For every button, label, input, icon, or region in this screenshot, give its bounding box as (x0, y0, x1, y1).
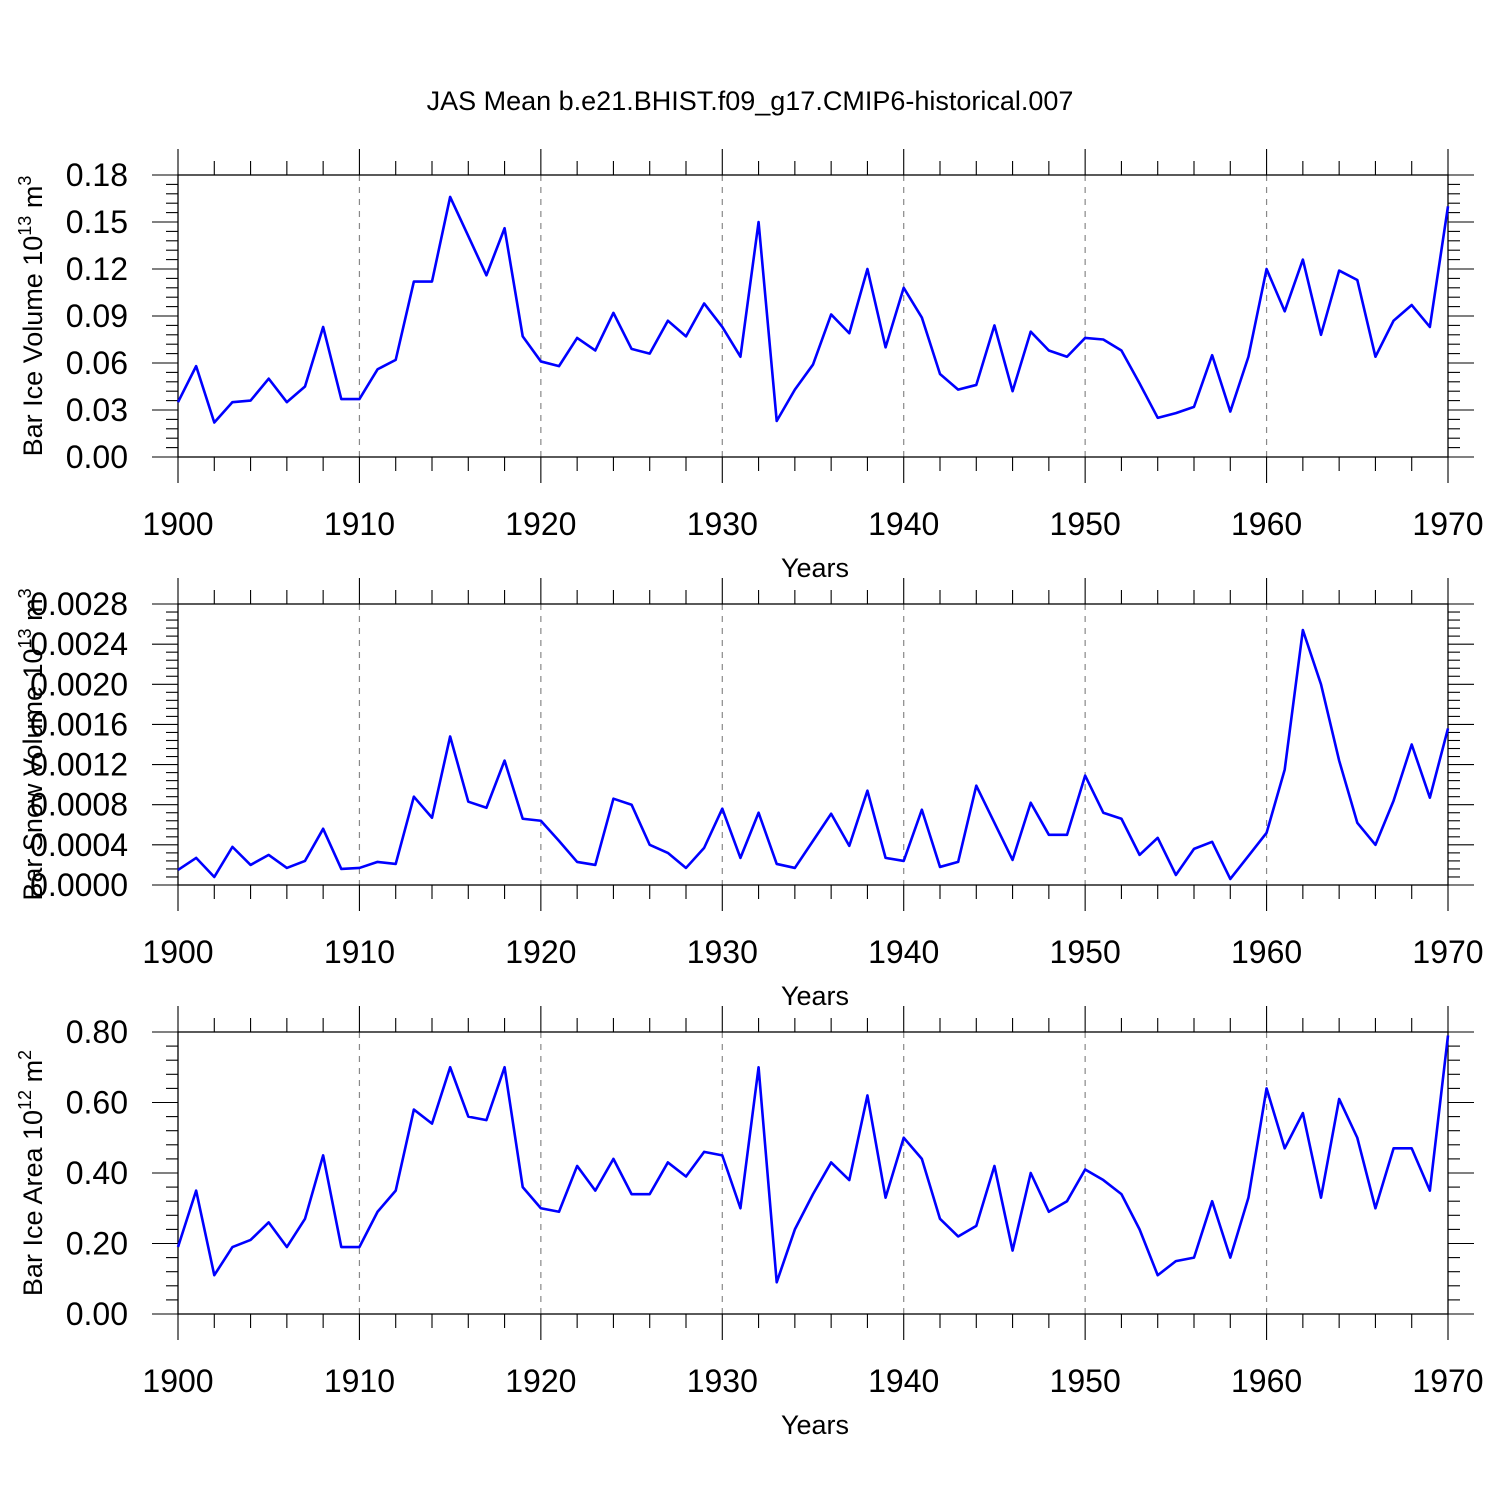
y-tick-label: 0.0020 (30, 666, 128, 702)
x-tick-label: 1970 (1412, 1363, 1483, 1399)
y-tick-label: 0.00 (66, 1296, 128, 1332)
y-tick-label: 0.60 (66, 1085, 128, 1121)
chart-panel-2: 0.0000 0.0004 0.0008 0.0012 0.0016 0.0020 0.00… (15, 578, 1484, 1011)
x-tick-label: 1970 (1412, 506, 1483, 542)
y-axis-label-wrap: Bar Ice Volume 1013 m3 (15, 176, 48, 457)
y-label-unit: m (18, 598, 48, 628)
y-tick-label: 0.20 (66, 1226, 128, 1262)
plot-frame (177, 1031, 1449, 1315)
y-label-exponent: 13 (15, 628, 35, 648)
y-axis-label: Bar Ice Area 1012 m2 (15, 1050, 48, 1296)
series-line (177, 628, 1450, 881)
y-label-main: Bar Ice Area 10 (18, 1110, 48, 1296)
y-label-main: Bar Ice Volume 10 (18, 236, 48, 457)
y-axis-label-wrap: Bar Ice Area 1012 m2 (15, 1050, 48, 1296)
y-tick-label: 0.15 (66, 204, 128, 240)
chart-panel-1: 0.00 0.03 0.06 0.09 0.12 0.15 0.18 1900 1910 1920… (15, 149, 1484, 583)
x-tick-label: 1960 (1231, 506, 1302, 542)
x-tick-label: 1900 (142, 1363, 213, 1399)
x-tick-label: 1930 (687, 506, 758, 542)
x-tick-label: 1900 (142, 934, 213, 970)
chart-panel-3: 0.00 0.20 0.40 0.60 0.80 1900 1910 1920 1930 1940… (15, 1006, 1484, 1440)
x-axis-label: Years (781, 1410, 849, 1440)
x-tick-label: 1910 (324, 1363, 395, 1399)
y-tick-label: 0.03 (66, 392, 128, 428)
y-tick-label: 0.0024 (30, 626, 128, 662)
y-tick-label: 0.00 (66, 439, 128, 475)
x-tick-label: 1960 (1231, 934, 1302, 970)
x-axis-label: Years (781, 981, 849, 1011)
x-tick-label: 1970 (1412, 934, 1483, 970)
y-tick-label: 0.18 (66, 157, 128, 193)
series-line (176, 1035, 1450, 1284)
series-line (176, 195, 1450, 424)
y-label-unit: m (18, 1060, 48, 1090)
figure-title: JAS Mean b.e21.BHIST.f09_g17.CMIP6-histo… (427, 86, 1074, 116)
x-tick-label: 1930 (687, 934, 758, 970)
x-tick-label: 1910 (324, 934, 395, 970)
y-axis-label: Bar Snow Volume 1013 m3 (15, 588, 48, 900)
x-tick-label: 1950 (1050, 934, 1121, 970)
y-label-unit-exponent: 3 (15, 176, 35, 186)
y-tick-label: 0.0028 (30, 586, 128, 622)
x-axis-label: Years (781, 553, 849, 583)
x-tick-label: 1900 (142, 506, 213, 542)
plot-frame (177, 174, 1449, 458)
y-tick-label: 0.0016 (30, 706, 128, 742)
x-tick-label: 1920 (505, 934, 576, 970)
x-tick-label: 1940 (868, 1363, 939, 1399)
y-label-exponent: 12 (15, 1090, 35, 1110)
x-tick-label: 1950 (1050, 1363, 1121, 1399)
plot-frame (177, 603, 1449, 886)
x-tick-label: 1930 (687, 1363, 758, 1399)
y-label-unit-exponent: 3 (15, 588, 35, 598)
y-tick-label: 0.0000 (30, 867, 128, 903)
y-tick-label: 0.80 (66, 1014, 128, 1050)
y-tick-label: 0.06 (66, 345, 128, 381)
y-label-unit-exponent: 2 (15, 1050, 35, 1060)
y-tick-label: 0.0012 (30, 747, 128, 783)
y-label-main: Bar Snow Volume 10 (18, 648, 48, 900)
y-axis-label-wrap: Bar Snow Volume 1013 m3 (15, 588, 48, 900)
y-axis-label: Bar Ice Volume 1013 m3 (15, 176, 48, 457)
x-tick-label: 1940 (868, 934, 939, 970)
x-tick-label: 1920 (505, 1363, 576, 1399)
x-tick-label: 1940 (868, 506, 939, 542)
y-tick-label: 0.0004 (30, 827, 128, 863)
x-tick-label: 1950 (1050, 506, 1121, 542)
panels-container: 0.00 0.03 0.06 0.09 0.12 0.15 0.18 1900 1910 1920… (15, 149, 1484, 1440)
y-tick-label: 0.40 (66, 1155, 128, 1191)
y-label-exponent: 13 (15, 216, 35, 236)
y-label-unit: m (18, 186, 48, 216)
y-tick-label: 0.09 (66, 298, 128, 334)
y-tick-label: 0.0008 (30, 787, 128, 823)
x-tick-label: 1960 (1231, 1363, 1302, 1399)
y-tick-label: 0.12 (66, 251, 128, 287)
x-tick-label: 1910 (324, 506, 395, 542)
x-tick-label: 1920 (505, 506, 576, 542)
